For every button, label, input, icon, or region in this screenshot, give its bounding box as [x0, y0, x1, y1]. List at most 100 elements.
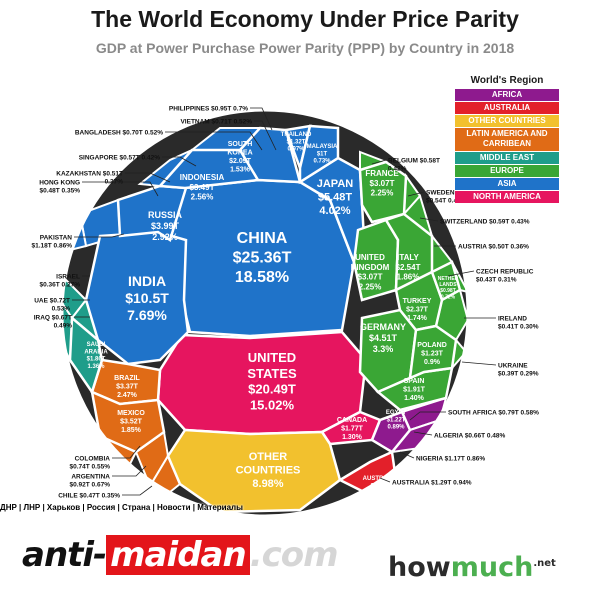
callout-label: AUSTRALIA $1.29T 0.94% — [392, 480, 472, 487]
country-label-line: FRANCE — [365, 169, 399, 178]
country-label-line: EGYPT — [386, 410, 407, 416]
country-label-line: CHINA — [237, 230, 288, 247]
country-label-line: 7.69% — [127, 307, 167, 323]
legend-item: ASIA — [455, 178, 559, 190]
country-label-line: $1.32T — [287, 139, 306, 145]
country-label-line: 2.25% — [359, 282, 382, 291]
country-label-line: 1.36% — [87, 364, 105, 370]
country-label: UNITED KINGDOM $3.07T 2.25% — [351, 253, 390, 291]
callout-label: PHILIPPINES $0.95T 0.7% — [169, 106, 248, 113]
country-label-line: MALAYSIA — [307, 144, 338, 150]
country-label-line: STATES — [247, 366, 297, 381]
country-label-line: $3.52T — [120, 419, 143, 426]
country-label-line: $1.86T — [87, 357, 106, 363]
country-label-line: $2.09T — [229, 158, 252, 165]
callout-line — [371, 159, 387, 165]
country-label: CANADA $1.77T 1.30% — [337, 417, 367, 441]
country-label-line: 1.30% — [342, 434, 363, 441]
country-cell — [68, 315, 104, 395]
country-label-line: $5.48T — [318, 191, 353, 203]
country-label-line: $4.51T — [369, 333, 398, 343]
callout-sublabel: $0.36T 0.27% — [40, 282, 81, 289]
callout-line — [409, 411, 446, 421]
callout-line — [461, 361, 497, 366]
callout-label: ARGENTINA — [71, 474, 110, 481]
country-label-line: THAILAND — [281, 132, 312, 138]
callout-sublabel: $0.54T 0.4% — [426, 198, 463, 205]
callout-sublabel: $0.48T 0.35% — [40, 188, 81, 195]
country-label-line: $1.91T — [403, 387, 426, 394]
callout-label: AUSTRIA $0.50T 0.36% — [458, 244, 529, 251]
country-label-line: UNITED — [248, 350, 296, 365]
country-label-line: JAPAN — [317, 178, 354, 190]
country-label-line: SAUDI — [87, 342, 106, 348]
country-label-line: INDONESIA — [180, 173, 225, 182]
callout-line — [447, 270, 475, 277]
country-label-line: $3.99T — [151, 221, 180, 231]
country-label-line: $1.23T — [421, 351, 444, 358]
callout-label: IRELAND — [498, 316, 527, 323]
callout-line — [254, 120, 277, 151]
country-label-line: 15.02% — [250, 398, 295, 413]
country-label-line: 1.85% — [121, 427, 142, 434]
country-label-line: TURKEY — [403, 298, 432, 305]
chart-subtitle: GDP at Power Purchase Power Parity (PPP)… — [95, 40, 515, 56]
chart-ring — [60, 108, 470, 518]
country-label-line: $2.54T — [396, 263, 421, 272]
country-label: SOUTH KOREA $2.09T 1.53% — [227, 141, 252, 174]
country-label-line: CANADA — [337, 417, 367, 424]
callout-line — [82, 181, 159, 197]
callout-label: SWITZERLAND $0.59T 0.43% — [440, 219, 530, 226]
logo-right-part2: much — [450, 552, 534, 583]
callout-label: UKRAINE — [498, 363, 528, 370]
legend-title: World's Region — [470, 75, 544, 86]
country-label: INDONESIA $3.49T 2.56% — [180, 173, 225, 202]
callout-sublabel: $0.43T 0.31% — [476, 277, 517, 284]
country-label: SAUDI ARABIA $1.86T 1.36% — [84, 342, 108, 370]
callout-sublabel: $0.92T 0.67% — [70, 482, 111, 489]
callout-line — [379, 477, 391, 483]
legend-item: AFRICA — [455, 89, 559, 101]
country-label-line: 0.94% — [371, 491, 389, 497]
country-label-line: POLAND — [417, 342, 447, 349]
country-cell — [166, 428, 342, 514]
callout-sublabel: $0.41T 0.30% — [498, 324, 539, 331]
country-label: OTHER COUNTRIES 8.98% — [236, 451, 301, 490]
country-label-line: KOREA — [227, 150, 252, 157]
country-label: CHINA $25.36T 18.58% — [233, 230, 292, 286]
country-label-line: NETHER — [438, 276, 459, 282]
country-label-line: $3.07T — [358, 273, 383, 282]
country-label-line: 0.73% — [313, 159, 331, 165]
country-label-line: 0.89% — [387, 425, 405, 431]
country-label-line: 4.02% — [319, 205, 350, 217]
callout-label: UAE $0.72T — [34, 298, 70, 305]
country-label-line: $10.5T — [125, 290, 169, 306]
country-label-line: 2.47% — [117, 392, 138, 399]
logo-left-part1: anti- — [22, 535, 107, 575]
country-label-line: $20.49T — [248, 382, 296, 397]
callout-line — [112, 465, 147, 477]
country-label-line: GERMANY — [360, 322, 406, 332]
country-label-line: $2.37T — [406, 307, 429, 314]
region-legend: World's Region AFRICA AUSTRALIA OTHER COUN… — [455, 75, 559, 204]
callout-sublabel: 0.49% — [54, 323, 73, 330]
legend-item: NORTH AMERICA — [455, 191, 559, 203]
country-label: POLAND $1.23T 0.9% — [417, 342, 447, 366]
country-label-line: $1T — [317, 151, 328, 157]
country-label-line: ARABIA — [84, 349, 108, 355]
country-label-line: 2.56% — [191, 193, 214, 202]
country-label: MEXICO $3.52T 1.85% — [117, 410, 145, 434]
callout-line — [399, 451, 415, 459]
callout-label: CZECH REPUBLIC — [476, 269, 534, 276]
country-label-line: 1.86% — [397, 273, 420, 282]
country-label-line: 0.97% — [287, 147, 305, 153]
callout-line — [165, 131, 263, 151]
callout-label: PAKISTAN — [40, 235, 73, 242]
country-label-line: $25.36T — [233, 250, 292, 267]
country-label-line: UNITED — [355, 253, 385, 262]
logo-left-part3: .com — [249, 535, 339, 575]
country-label-line: $1.22T — [387, 417, 406, 423]
callout-sublabel: $1.18T 0.86% — [32, 243, 73, 250]
callout-label: CHILE $0.47T 0.35% — [58, 493, 120, 500]
legend-item: OTHER COUNTRIES — [455, 115, 559, 127]
